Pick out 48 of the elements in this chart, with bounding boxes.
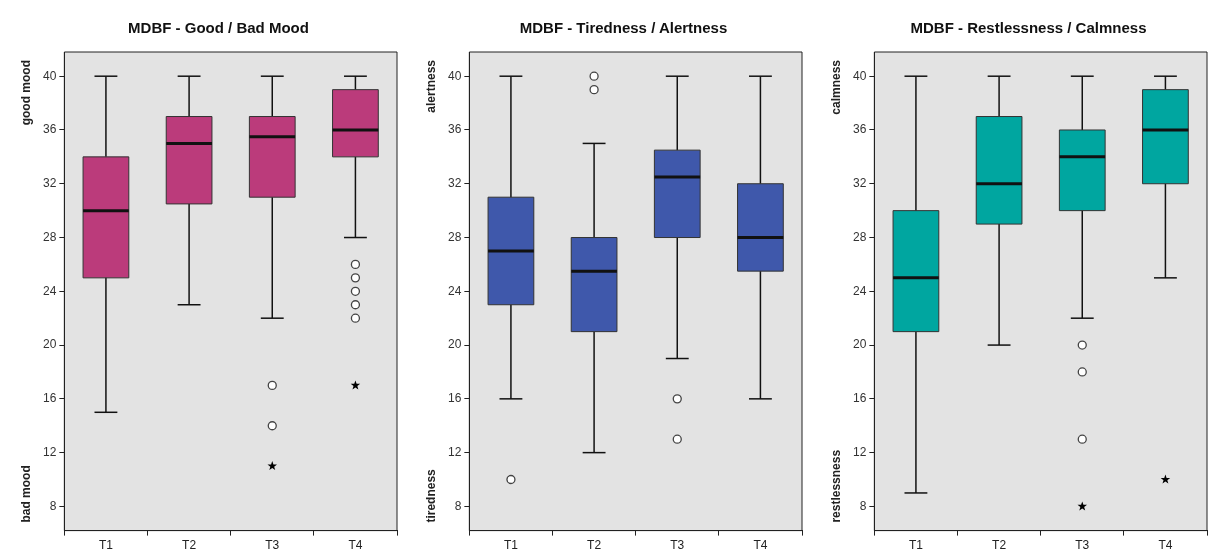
y-tick-label: 8 xyxy=(859,498,867,513)
x-tick-label: T4 xyxy=(753,538,768,553)
y-tick-label: 32 xyxy=(447,176,462,191)
x-tick-label: T2 xyxy=(992,538,1007,553)
y-tick-label: 24 xyxy=(447,283,462,298)
y-tick-label: 8 xyxy=(49,498,57,513)
x-tick-label: T1 xyxy=(503,538,519,553)
y-tick-label: 40 xyxy=(852,68,867,83)
x-tick-label: T4 xyxy=(348,538,363,553)
y-tick-label: 20 xyxy=(447,337,462,352)
y-tick-label: 20 xyxy=(42,337,57,352)
x-tick-label: T1 xyxy=(908,538,924,553)
y-tick-label: 36 xyxy=(447,122,462,137)
y-tick-label: 28 xyxy=(42,229,57,244)
text: tiredness xyxy=(423,468,438,523)
y-tick-label: 28 xyxy=(447,229,462,244)
y-tick-label: 16 xyxy=(42,391,57,406)
y-axis-title: alertness xyxy=(423,59,438,113)
chart-title: MDBF - Good / Bad Mood xyxy=(128,19,309,37)
y-tick-label: 16 xyxy=(447,391,462,406)
y-tick-label: 32 xyxy=(852,176,867,191)
y-tick-label: 12 xyxy=(42,444,57,459)
chart-title: MDBF - Restlessness / Calmness xyxy=(910,19,1147,37)
y-tick-label: 16 xyxy=(852,391,867,406)
y-tick-label: 28 xyxy=(852,229,867,244)
chart-title: MDBF - Tiredness / Alertness xyxy=(519,19,728,37)
x-tick-label: T3 xyxy=(670,538,685,553)
y-tick-label: 32 xyxy=(42,176,57,191)
x-tick-label: T3 xyxy=(265,538,280,553)
text: restlessness xyxy=(828,449,843,523)
y-tick-label: 40 xyxy=(42,68,57,83)
y-tick-label: 12 xyxy=(852,444,867,459)
y-tick-label: 20 xyxy=(852,337,867,352)
x-tick-label: T4 xyxy=(1158,538,1173,553)
y-tick-label: 12 xyxy=(447,444,462,459)
y-tick-label: 24 xyxy=(42,283,57,298)
x-tick-label: T2 xyxy=(182,538,197,553)
x-tick-label: T3 xyxy=(1075,538,1090,553)
y-tick-label: 40 xyxy=(447,68,462,83)
y-tick-label: 36 xyxy=(852,122,867,137)
y-axis-title: good mood xyxy=(18,60,33,126)
y-axis-title: calmness xyxy=(828,59,843,115)
x-tick-label: T2 xyxy=(587,538,602,553)
x-tick-label: T1 xyxy=(98,538,114,553)
text: bad mood xyxy=(18,465,33,523)
y-tick-label: 36 xyxy=(42,122,57,137)
y-tick-label: 8 xyxy=(454,498,462,513)
y-tick-label: 24 xyxy=(852,283,867,298)
